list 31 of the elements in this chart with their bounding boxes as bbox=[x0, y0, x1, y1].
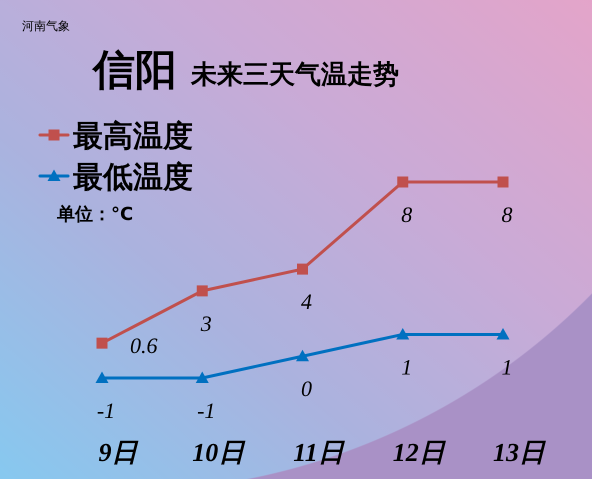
point bbox=[296, 350, 309, 362]
data-label: 0.6 bbox=[130, 333, 158, 358]
x-tick-label: 9日 bbox=[98, 438, 138, 467]
data-label: 8 bbox=[401, 202, 412, 227]
data-label: 0 bbox=[301, 376, 312, 402]
text: 河南气象 bbox=[22, 19, 70, 33]
data-label: -1 bbox=[197, 398, 216, 423]
legend-label: 最高温度 bbox=[73, 119, 193, 154]
data-label: 4 bbox=[301, 289, 312, 314]
point bbox=[96, 372, 108, 383]
data-label: 1 bbox=[502, 354, 512, 380]
point bbox=[396, 328, 410, 340]
legend-label: 最低温度 bbox=[73, 160, 193, 195]
point bbox=[498, 176, 508, 188]
data-label: -1 bbox=[96, 398, 116, 423]
x-tick-label: 10日 bbox=[192, 438, 246, 467]
point bbox=[496, 328, 510, 340]
x-tick-label: 12日 bbox=[392, 438, 446, 467]
chart-title: 信阳 bbox=[91, 45, 177, 94]
point bbox=[297, 264, 308, 275]
chart-subtitle: 未来三天气温走势 bbox=[190, 60, 399, 90]
data-label: 3 bbox=[200, 310, 212, 336]
point bbox=[96, 338, 108, 349]
data-label: 1 bbox=[401, 354, 412, 380]
point bbox=[196, 372, 209, 383]
point bbox=[196, 285, 208, 296]
data-label: 8 bbox=[502, 202, 512, 227]
point bbox=[397, 176, 408, 188]
x-tick-label: 13日 bbox=[493, 438, 546, 467]
x-tick-label: 11日 bbox=[293, 438, 345, 467]
annotation: 单位：°C bbox=[56, 204, 134, 225]
